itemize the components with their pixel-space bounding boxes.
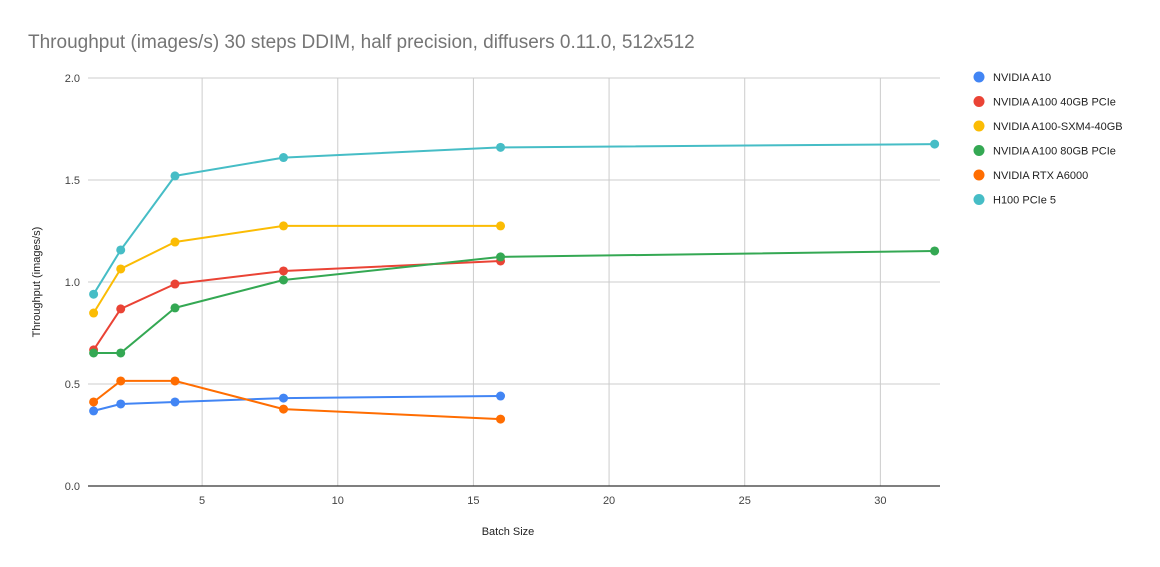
legend-label: NVIDIA A100 80GB PCIe [993, 146, 1116, 158]
series-nvidia-a100-sxm4-40gb [89, 221, 506, 318]
data-point[interactable] [279, 404, 289, 414]
y-tick-label: 2.0 [65, 73, 80, 85]
data-point[interactable] [170, 171, 180, 181]
legend-label: H100 PCIe 5 [993, 195, 1056, 207]
data-point[interactable] [496, 221, 506, 231]
data-point[interactable] [170, 303, 180, 313]
x-tick-label: 10 [332, 495, 344, 507]
chart-title: Throughput (images/s) 30 steps DDIM, hal… [28, 32, 695, 53]
data-point[interactable] [496, 414, 506, 424]
data-point[interactable] [496, 252, 506, 262]
data-point[interactable] [89, 289, 99, 299]
series-line [92, 260, 501, 351]
legend-marker [973, 71, 985, 83]
data-point[interactable] [116, 264, 126, 274]
data-point[interactable] [89, 308, 99, 318]
series-line [92, 143, 935, 295]
data-point[interactable] [116, 245, 126, 255]
x-tick-label: 25 [739, 495, 751, 507]
legend-label: NVIDIA A10 [993, 72, 1051, 84]
legend-item[interactable]: NVIDIA RTX A6000 [973, 169, 1089, 183]
gridlines [88, 77, 940, 486]
legend-label: NVIDIA RTX A6000 [993, 170, 1088, 182]
y-axis-ticks: 0.0 0.5 1.0 1.5 2.0 [65, 73, 80, 493]
y-tick-label: 0.0 [65, 481, 80, 493]
series-line [93, 250, 935, 354]
legend-item[interactable]: NVIDIA A10 [973, 71, 1052, 85]
x-tick-label: 20 [603, 495, 615, 507]
data-point[interactable] [170, 279, 180, 289]
data-point[interactable] [116, 304, 126, 314]
series-line [93, 395, 501, 412]
legend-marker [973, 145, 985, 156]
data-point[interactable] [89, 397, 99, 407]
x-tick-label: 30 [874, 495, 886, 507]
legend-marker [973, 169, 985, 181]
legend-label: NVIDIA A100-SXM4-40GB [993, 121, 1123, 133]
x-tick-label: 5 [199, 495, 205, 507]
legend-item[interactable]: NVIDIA A100-SXM4-40GB [973, 120, 1123, 134]
data-point[interactable] [496, 142, 506, 152]
x-axis-label: Batch Size [482, 526, 535, 538]
x-tick-label: 15 [467, 495, 479, 507]
data-point[interactable] [279, 275, 289, 285]
series-line [92, 379, 501, 421]
data-point[interactable] [116, 376, 126, 386]
data-point[interactable] [930, 139, 940, 149]
y-tick-label: 0.5 [65, 379, 80, 391]
legend-marker [973, 120, 985, 132]
data-point[interactable] [279, 221, 289, 231]
legend-label: NVIDIA A100 40GB PCIe [993, 97, 1116, 109]
series-layer [89, 139, 940, 424]
data-point[interactable] [116, 348, 126, 358]
series-nvidia-a100-40gb-pcie [89, 256, 506, 355]
series-nvidia-rtx-a6000 [89, 376, 506, 424]
y-axis-label: Throughput (images/s) [31, 227, 43, 338]
legend: NVIDIA A10 NVIDIA A100 40GB PCIe NVIDIA A1… [973, 71, 1123, 207]
data-point[interactable] [170, 376, 180, 386]
data-point[interactable] [89, 406, 99, 416]
data-point[interactable] [170, 237, 180, 247]
series-nvidia-a10 [89, 391, 506, 416]
legend-item[interactable]: H100 PCIe 5 [973, 194, 1056, 207]
x-axis-ticks: 5 10 15 20 25 30 [199, 495, 886, 507]
legend-marker [973, 96, 985, 107]
y-tick-label: 1.5 [65, 175, 80, 187]
data-point[interactable] [279, 266, 289, 276]
data-point[interactable] [279, 393, 289, 403]
data-point[interactable] [116, 399, 126, 409]
data-point[interactable] [496, 391, 506, 401]
data-point[interactable] [279, 153, 289, 163]
legend-item[interactable]: NVIDIA A100 40GB PCIe [973, 96, 1116, 109]
legend-item[interactable]: NVIDIA A100 80GB PCIe [973, 145, 1116, 158]
legend-marker [973, 194, 985, 205]
data-point[interactable] [170, 397, 180, 407]
series-nvidia-a100-80gb-pcie [89, 246, 940, 358]
data-point[interactable] [930, 246, 940, 256]
y-tick-label: 1.0 [65, 277, 80, 289]
series-h100-pcie-5 [89, 139, 940, 299]
data-point[interactable] [89, 348, 99, 358]
